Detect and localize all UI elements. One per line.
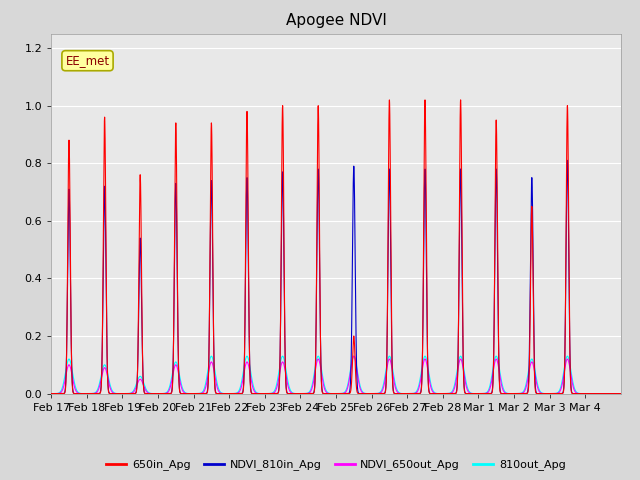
NDVI_810in_Apg — [385, 236, 392, 242]
NDVI_810in_Apg — [500, 391, 508, 396]
NDVI_650out_Apg — [500, 389, 508, 395]
650in_Apg — [253, 391, 261, 396]
810out_Apg — [617, 391, 625, 396]
Line: 810out_Apg: 810out_Apg — [51, 356, 621, 394]
810out_Apg — [409, 391, 417, 396]
810out_Apg — [564, 353, 572, 359]
NDVI_650out_Apg — [253, 391, 261, 396]
810out_Apg — [253, 390, 261, 396]
NDVI_810in_Apg — [253, 391, 261, 396]
NDVI_650out_Apg — [617, 391, 625, 396]
650in_Apg — [470, 391, 477, 396]
Line: 650in_Apg: 650in_Apg — [51, 100, 621, 394]
NDVI_650out_Apg — [385, 358, 392, 364]
NDVI_650out_Apg — [410, 391, 417, 396]
810out_Apg — [47, 391, 55, 396]
NDVI_810in_Apg — [616, 391, 623, 396]
650in_Apg — [612, 391, 620, 396]
NDVI_810in_Apg — [76, 391, 84, 396]
NDVI_810in_Apg — [617, 391, 625, 396]
NDVI_810in_Apg — [564, 157, 572, 163]
650in_Apg — [617, 391, 625, 396]
NDVI_810in_Apg — [409, 391, 417, 396]
650in_Apg — [500, 391, 508, 396]
650in_Apg — [76, 391, 84, 396]
810out_Apg — [500, 387, 508, 393]
NDVI_650out_Apg — [47, 391, 55, 396]
Title: Apogee NDVI: Apogee NDVI — [285, 13, 387, 28]
Legend: 650in_Apg, NDVI_810in_Apg, NDVI_650out_Apg, 810out_Apg: 650in_Apg, NDVI_810in_Apg, NDVI_650out_A… — [102, 455, 570, 475]
650in_Apg — [409, 391, 417, 396]
Text: EE_met: EE_met — [65, 54, 109, 67]
650in_Apg — [385, 202, 392, 207]
Line: NDVI_810in_Apg: NDVI_810in_Apg — [51, 160, 621, 394]
810out_Apg — [76, 390, 84, 396]
NDVI_650out_Apg — [470, 391, 477, 396]
810out_Apg — [470, 391, 477, 396]
810out_Apg — [385, 355, 392, 361]
NDVI_650out_Apg — [76, 391, 84, 396]
650in_Apg — [457, 97, 465, 103]
NDVI_650out_Apg — [350, 353, 358, 359]
Line: NDVI_650out_Apg: NDVI_650out_Apg — [51, 356, 621, 394]
NDVI_810in_Apg — [47, 391, 55, 396]
650in_Apg — [47, 391, 55, 396]
NDVI_810in_Apg — [470, 391, 477, 396]
